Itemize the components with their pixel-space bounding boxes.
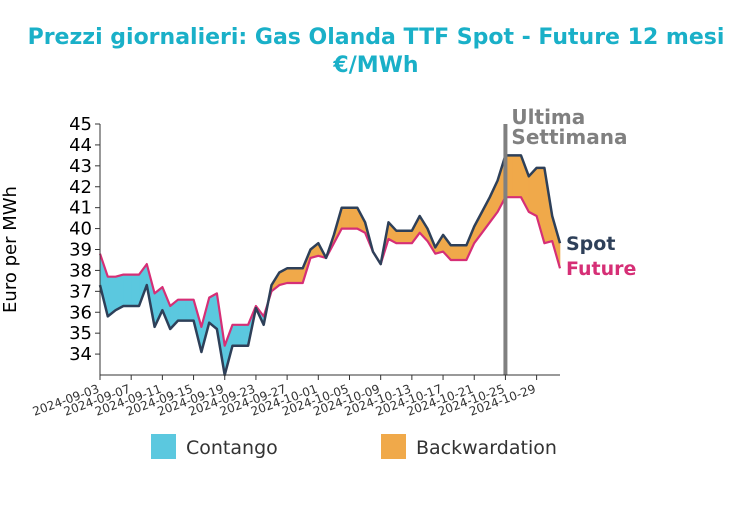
y-tick-label: 37 — [69, 281, 92, 302]
legend-swatch — [151, 434, 176, 459]
spread-area-segment — [403, 230, 413, 244]
spread-area-segment — [286, 268, 296, 284]
chart-subtitle: €/MWh — [333, 53, 419, 78]
spread-area-segment — [185, 299, 194, 321]
spread-area-segment — [512, 155, 522, 198]
spread-area-segment — [450, 245, 459, 261]
y-tick-label: 35 — [69, 323, 92, 344]
spread-area-segment — [349, 207, 358, 229]
y-tick-label: 41 — [69, 198, 92, 219]
spread-area-segment — [232, 324, 241, 347]
legend-label: Contango — [186, 437, 278, 459]
spread-area-segment — [123, 274, 132, 307]
series-label-future: Future — [566, 258, 636, 280]
spread-area-segment — [240, 324, 249, 347]
spread-area-segment — [130, 274, 140, 307]
y-tick-label: 45 — [69, 114, 92, 135]
y-tick-label: 43 — [69, 156, 92, 177]
y-tick-label: 34 — [69, 344, 92, 365]
chart-title: Prezzi giornalieri: Gas Olanda TTF Spot … — [27, 25, 725, 50]
annotation-label: Settimana — [511, 125, 627, 149]
spread-area-segment — [294, 268, 304, 284]
y-tick-label: 36 — [69, 302, 92, 323]
spread-area-segment — [458, 245, 467, 261]
spread-area-segment — [115, 274, 124, 311]
spread-area-segment — [177, 299, 187, 321]
y-tick-label: 40 — [69, 219, 92, 240]
legend-swatch — [381, 434, 406, 459]
y-tick-label: 39 — [69, 240, 92, 261]
spread-area-segment — [341, 207, 350, 229]
y-tick-label: 42 — [69, 177, 92, 198]
annotation-label: Ultima — [511, 105, 585, 129]
series-label-spot: Spot — [566, 233, 615, 255]
series-line-future — [98, 196, 562, 347]
y-tick-label: 38 — [69, 260, 92, 281]
legend-label: Backwardation — [416, 437, 557, 459]
y-tick-label: 44 — [69, 135, 92, 156]
spread-area-segment — [395, 230, 405, 244]
series-line-spot — [98, 154, 562, 377]
y-axis-label: Euro per MWh — [0, 186, 21, 313]
